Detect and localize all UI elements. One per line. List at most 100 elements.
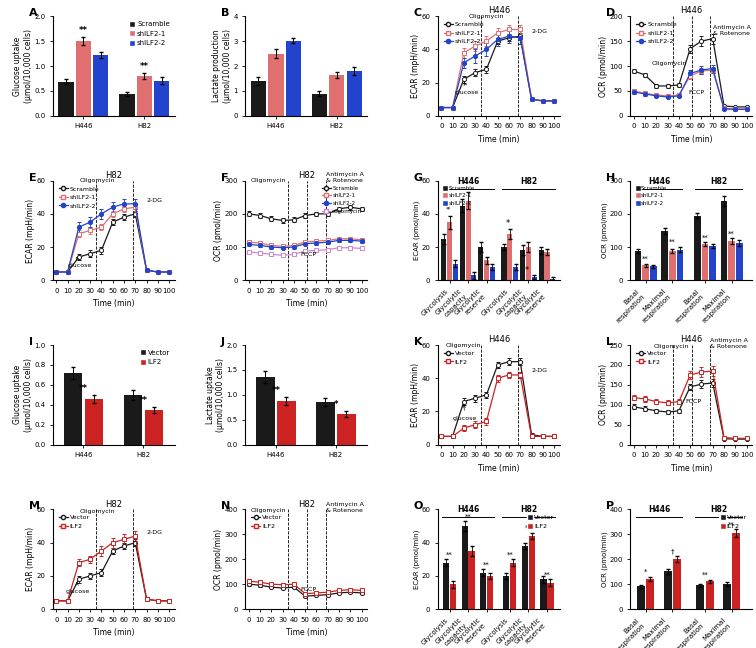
Bar	[450, 584, 456, 609]
Text: *: *	[525, 266, 528, 275]
Text: glucose: glucose	[65, 583, 89, 594]
Text: H82: H82	[710, 177, 727, 185]
Text: glucose: glucose	[67, 257, 91, 268]
Legend: Vector, ILF2: Vector, ILF2	[525, 513, 556, 531]
Y-axis label: OCR (pmol/min): OCR (pmol/min)	[214, 529, 223, 590]
X-axis label: Time (min): Time (min)	[671, 135, 712, 144]
Text: Oligomycin: Oligomycin	[652, 61, 687, 66]
Legend: Vector, ILF2: Vector, ILF2	[56, 513, 92, 531]
Y-axis label: ECAR (mpH/min): ECAR (mpH/min)	[411, 363, 420, 427]
Text: N: N	[221, 502, 231, 511]
Text: Oligomycin: Oligomycin	[654, 344, 689, 349]
X-axis label: Time (min): Time (min)	[671, 464, 712, 473]
Y-axis label: OCR (pmol/min): OCR (pmol/min)	[214, 200, 223, 261]
Bar	[669, 251, 676, 281]
Bar	[460, 205, 465, 281]
Text: *: *	[445, 206, 450, 215]
Y-axis label: Glucose uptake
(μmol/10,000 cells): Glucose uptake (μmol/10,000 cells)	[14, 29, 33, 103]
Bar	[507, 234, 513, 281]
Title: H82: H82	[105, 500, 122, 509]
Text: G: G	[414, 172, 423, 183]
Bar	[137, 76, 152, 116]
Text: **: **	[728, 522, 735, 527]
Y-axis label: OCR (pmol/min): OCR (pmol/min)	[601, 203, 608, 259]
Legend: Vector, ILF2: Vector, ILF2	[138, 349, 172, 367]
Legend: Scramble, shILF2-1, shILF2-2: Scramble, shILF2-1, shILF2-2	[634, 19, 680, 47]
Text: **: **	[465, 514, 472, 520]
Y-axis label: ECAR (pmol/min): ECAR (pmol/min)	[414, 201, 420, 260]
Bar	[471, 275, 476, 281]
Text: **: **	[446, 552, 453, 558]
Bar	[696, 585, 705, 609]
Title: H82: H82	[298, 500, 314, 509]
Bar	[76, 41, 91, 116]
Text: H446: H446	[457, 177, 479, 185]
Bar	[528, 536, 535, 609]
Legend: Vector, ILF2: Vector, ILF2	[249, 513, 285, 531]
Text: **: **	[544, 572, 550, 578]
Bar	[144, 410, 163, 445]
Legend: Vector, ILF2: Vector, ILF2	[441, 348, 477, 367]
Text: *: *	[333, 400, 338, 409]
Text: **: **	[483, 562, 490, 568]
Text: **: **	[728, 231, 735, 237]
Bar	[677, 249, 683, 281]
Bar	[733, 533, 740, 609]
Bar	[286, 41, 301, 116]
Y-axis label: OCR (pmol/min): OCR (pmol/min)	[599, 36, 608, 97]
Text: H446: H446	[457, 505, 479, 515]
Title: H82: H82	[298, 171, 314, 180]
X-axis label: Time (min): Time (min)	[478, 464, 519, 473]
Bar	[480, 573, 486, 609]
Bar	[277, 401, 296, 445]
Text: Antimycin A
& Rotenone: Antimycin A & Rotenone	[326, 172, 364, 183]
Bar	[550, 279, 556, 281]
Bar	[346, 71, 362, 116]
Text: **: **	[140, 62, 149, 71]
Bar	[461, 526, 468, 609]
Title: H446: H446	[488, 335, 510, 344]
Y-axis label: ECAR (pmol/min): ECAR (pmol/min)	[414, 529, 420, 589]
Text: FCCP: FCCP	[688, 90, 704, 95]
Bar	[124, 395, 142, 445]
Bar	[64, 373, 82, 445]
Title: H446: H446	[680, 6, 702, 16]
Text: Oligomycin: Oligomycin	[251, 508, 287, 513]
Legend: Vector, ILF2: Vector, ILF2	[634, 348, 670, 367]
X-axis label: Time (min): Time (min)	[93, 299, 135, 308]
Legend: Scramble, shILF2-1, shILF2-2: Scramble, shILF2-1, shILF2-2	[634, 183, 669, 209]
Bar	[646, 579, 654, 609]
Text: glucose: glucose	[455, 83, 479, 95]
Bar	[503, 576, 510, 609]
Y-axis label: OCR (pmol/min): OCR (pmol/min)	[599, 364, 608, 426]
Bar	[510, 562, 516, 609]
Bar	[487, 576, 493, 609]
X-axis label: Time (min): Time (min)	[286, 299, 327, 308]
Bar	[643, 265, 649, 281]
Bar	[251, 81, 266, 116]
Bar	[58, 82, 73, 116]
Bar	[538, 250, 544, 281]
Legend: Scramble, shILF2-1, shILF2-2, oligomycin: Scramble, shILF2-1, shILF2-2, oligomycin	[320, 183, 364, 216]
Text: **: **	[702, 572, 708, 578]
Bar	[513, 267, 518, 281]
Text: Oligomycin: Oligomycin	[251, 178, 287, 183]
X-axis label: Time (min): Time (min)	[286, 629, 327, 638]
Bar	[256, 377, 274, 445]
Bar	[720, 202, 727, 281]
Text: 2-DG: 2-DG	[531, 367, 547, 373]
Legend: Scramble, shILF2-1, shILF2-2: Scramble, shILF2-1, shILF2-2	[128, 19, 172, 47]
Bar	[664, 572, 672, 609]
Bar	[337, 414, 355, 445]
Bar	[705, 581, 714, 609]
Bar	[93, 54, 108, 116]
Bar	[119, 94, 135, 116]
Text: J: J	[221, 337, 225, 347]
Text: P: P	[606, 502, 614, 511]
Text: **: **	[702, 235, 708, 240]
Text: L: L	[606, 337, 613, 347]
Title: H446: H446	[488, 6, 510, 16]
Text: H446: H446	[648, 505, 670, 515]
Bar	[526, 247, 531, 281]
Text: C: C	[414, 8, 422, 18]
